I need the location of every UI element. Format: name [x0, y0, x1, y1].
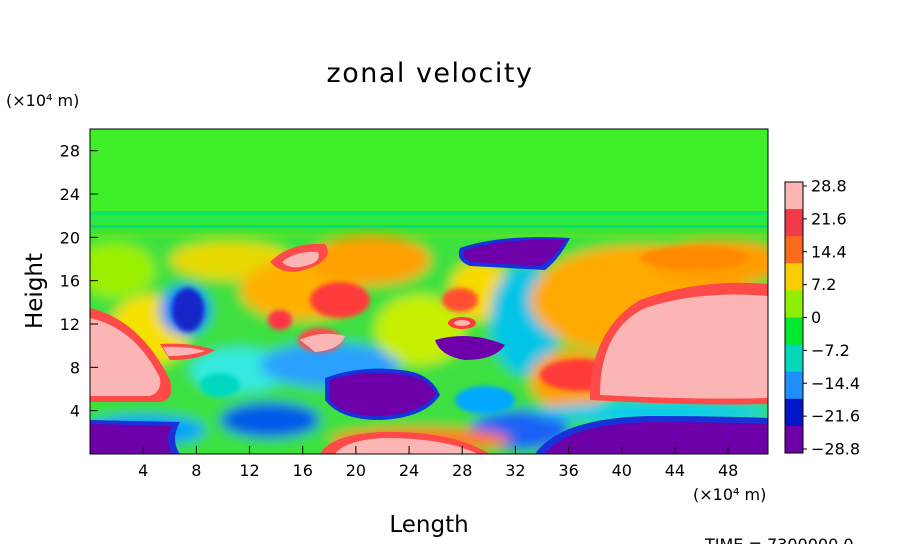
colorbar-label: 21.6 — [811, 209, 847, 228]
x-tick-label: 48 — [718, 461, 738, 480]
x-tick-label: 12 — [239, 461, 259, 480]
colorbar-label: 28.8 — [811, 177, 847, 196]
x-tick-label: 8 — [191, 461, 201, 480]
y-tick-label: 20 — [60, 228, 80, 247]
y-axis-label: Height — [22, 253, 48, 329]
colorbar-swatch — [785, 182, 803, 210]
x-axis-ticks: 4 8 12 16 20 24 28 32 36 40 44 48 — [138, 446, 738, 480]
x-axis-unit: (×10⁴ m) — [693, 485, 766, 504]
colorbar-swatch — [785, 236, 803, 264]
colorbar-label: 0 — [811, 308, 821, 327]
colorbar-label: −28.8 — [811, 440, 860, 459]
colorbar-swatch — [785, 425, 803, 454]
x-tick-label: 4 — [138, 461, 148, 480]
colorbar-swatch — [785, 290, 803, 318]
velocity-cores — [90, 237, 768, 454]
colorbar-swatch — [785, 398, 803, 427]
x-tick-label: 36 — [558, 461, 578, 480]
y-axis-unit: (×10⁴ m) — [6, 91, 79, 110]
chart-title: zonal velocity — [327, 58, 534, 89]
plot-frame — [89, 128, 769, 455]
y-tick-label: 4 — [70, 402, 80, 421]
colorbar-label: −14.4 — [811, 374, 860, 393]
y-axis-ticks: 4 8 12 16 20 24 28 — [60, 142, 98, 421]
colorbar: 28.8 21.6 14.4 7.2 0 −7.2 −14.4 −21.6 −28.8 — [784, 177, 860, 459]
y-tick-label: 12 — [60, 315, 80, 334]
upper-layer — [90, 129, 768, 238]
y-tick-label: 16 — [60, 272, 80, 291]
x-tick-label: 16 — [293, 461, 313, 480]
colorbar-swatch — [785, 317, 803, 346]
time-label: TIME = 7300000.0 — [704, 535, 854, 544]
x-tick-label: 28 — [452, 461, 472, 480]
x-tick-label: 20 — [346, 461, 366, 480]
colorbar-swatch — [785, 371, 803, 400]
x-tick-label: 24 — [399, 461, 419, 480]
colorbar-swatch — [785, 263, 803, 291]
y-tick-label: 24 — [60, 185, 80, 204]
x-tick-label: 44 — [665, 461, 685, 480]
colorbar-swatch — [785, 209, 803, 237]
colorbar-label: −7.2 — [811, 341, 850, 360]
y-tick-label: 8 — [70, 358, 80, 377]
plot-area — [90, 129, 768, 454]
colorbar-label: 7.2 — [811, 275, 836, 294]
colorbar-swatch — [785, 344, 803, 373]
colorbar-label: −21.6 — [811, 407, 860, 426]
x-tick-label: 40 — [612, 461, 632, 480]
x-tick-label: 32 — [505, 461, 525, 480]
x-axis-label: Length — [389, 512, 468, 538]
colorbar-label: 14.4 — [811, 242, 847, 261]
y-tick-label: 28 — [60, 142, 80, 161]
